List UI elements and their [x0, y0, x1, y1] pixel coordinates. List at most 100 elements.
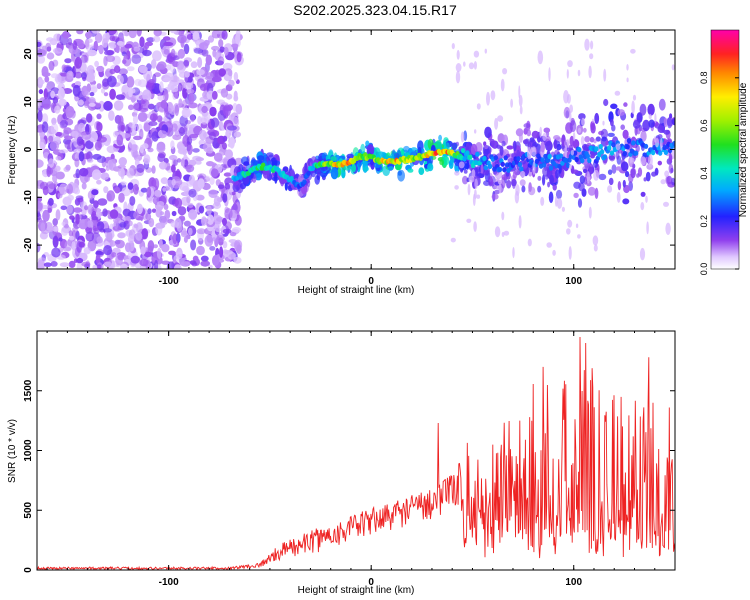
heatmap-cell: [168, 154, 178, 161]
heatmap-cell: [103, 92, 109, 97]
heatmap-cell: [658, 98, 666, 111]
top-ytick-label: 20: [23, 48, 34, 60]
heatmap-cell: [556, 143, 562, 151]
heatmap-cell: [84, 205, 89, 211]
heatmap-cell: [46, 166, 52, 178]
heatmap-cell: [108, 110, 115, 121]
heatmap-cell: [648, 154, 653, 168]
heatmap-cell: [103, 245, 113, 256]
heatmap-cell: [123, 55, 129, 60]
heatmap-cell: [233, 71, 239, 82]
heatmap-cell: [522, 139, 529, 145]
heatmap-cell: [454, 185, 459, 190]
top-xtick-label: -100: [159, 276, 179, 287]
heatmap-cell: [171, 179, 176, 186]
heatmap-cell: [121, 51, 127, 57]
heatmap-cell: [645, 171, 651, 182]
heatmap-cell: [76, 257, 84, 264]
heatmap-cell: [149, 113, 158, 122]
heatmap-cell: [88, 68, 94, 81]
heatmap-cell: [49, 38, 58, 46]
heatmap-cell: [225, 149, 233, 160]
heatmap-cell: [127, 182, 134, 190]
heatmap-cell: [192, 148, 200, 153]
heatmap-cell: [663, 149, 669, 155]
heatmap-cell: [664, 170, 670, 178]
heatmap-cell: [484, 48, 487, 54]
heatmap-cell: [476, 194, 481, 199]
heatmap-cell: [548, 165, 554, 171]
top-ytick-label: -10: [23, 190, 34, 205]
heatmap-cell: [151, 165, 156, 174]
heatmap-cell: [569, 120, 577, 133]
heatmap-cell: [454, 170, 460, 176]
heatmap-cell: [506, 145, 514, 150]
heatmap-cell: [196, 69, 205, 76]
heatmap-cell: [124, 242, 132, 253]
heatmap-cell: [62, 88, 73, 94]
heatmap-cell: [537, 175, 542, 181]
heatmap-cell: [580, 158, 585, 164]
heatmap-cell: [601, 136, 607, 142]
heatmap-cell: [205, 72, 214, 80]
heatmap-cell: [210, 117, 220, 128]
heatmap-cell: [665, 222, 671, 235]
heatmap-cell: [186, 33, 193, 40]
heatmap-cell: [49, 140, 60, 151]
heatmap-cell: [63, 166, 70, 172]
heatmap-cell: [177, 34, 187, 44]
heatmap-cell: [68, 260, 76, 268]
heatmap-cell: [427, 163, 434, 172]
heatmap-cell: [188, 227, 193, 236]
heatmap-cell: [660, 179, 666, 185]
heatmap-cell: [102, 208, 108, 217]
heatmap-cell: [55, 131, 62, 137]
heatmap-cell: [622, 179, 626, 188]
heatmap-cell: [136, 163, 145, 173]
heatmap-cell: [243, 161, 250, 167]
heatmap-cell: [84, 90, 91, 96]
heatmap-cell: [171, 164, 176, 173]
heatmap-cell: [671, 118, 675, 126]
heatmap-cell: [545, 140, 553, 152]
heatmap-cell: [563, 90, 569, 104]
heatmap-cell: [598, 173, 607, 181]
heatmap-cell: [640, 191, 646, 197]
heatmap-cell: [166, 261, 176, 269]
heatmap-cell: [643, 177, 647, 182]
heatmap-cell: [46, 226, 55, 232]
heatmap-cell: [91, 30, 101, 34]
heatmap-cell: [607, 145, 612, 151]
heatmap-cell: [330, 156, 337, 162]
heatmap-cell: [346, 153, 355, 159]
heatmap-cell: [195, 157, 204, 162]
heatmap-cell: [631, 100, 635, 115]
heatmap-cell: [197, 177, 205, 189]
colorbar-label: Normalized spectral amplitude: [738, 82, 749, 217]
heatmap-cell: [38, 89, 44, 95]
heatmap-cell: [155, 208, 163, 218]
heatmap-cell: [220, 88, 229, 98]
heatmap-cell: [397, 169, 405, 182]
heatmap-cell: [117, 254, 124, 261]
heatmap-cell: [103, 186, 109, 194]
heatmap-cell: [63, 127, 72, 135]
heatmap-cell: [569, 104, 573, 113]
heatmap-cell: [228, 70, 233, 77]
heatmap-cell: [58, 237, 63, 242]
heatmap-cell: [218, 39, 224, 48]
heatmap-cell: [510, 98, 513, 108]
heatmap-cell: [74, 71, 83, 79]
heatmap-cell: [200, 115, 209, 125]
colorbar-tick-label: 0.4: [699, 167, 709, 180]
heatmap-cell: [153, 30, 162, 37]
heatmap-cell: [365, 140, 370, 147]
heatmap-cell: [195, 160, 202, 165]
heatmap-cell: [78, 122, 86, 133]
heatmap-cell: [556, 197, 563, 209]
heatmap-cell: [88, 131, 99, 143]
heatmap-cell: [65, 105, 75, 118]
heatmap-cell: [470, 143, 478, 155]
heatmap-cell: [86, 113, 93, 123]
heatmap-cell: [654, 167, 659, 176]
